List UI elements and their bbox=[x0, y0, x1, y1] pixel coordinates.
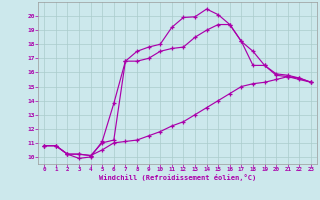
X-axis label: Windchill (Refroidissement éolien,°C): Windchill (Refroidissement éolien,°C) bbox=[99, 174, 256, 181]
